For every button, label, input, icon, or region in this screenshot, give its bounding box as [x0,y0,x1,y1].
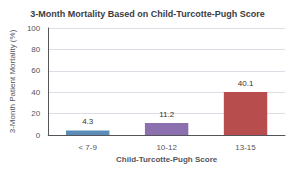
svg-text:4.3: 4.3 [82,117,94,126]
svg-text:Child-Turcotte-Pugh Score: Child-Turcotte-Pugh Score [116,155,218,164]
svg-text:10-12: 10-12 [156,143,177,152]
svg-text:3-Month Patient Mortality (%): 3-Month Patient Mortality (%) [8,29,17,133]
svg-text:13-15: 13-15 [235,143,256,152]
svg-text:0: 0 [36,131,41,140]
svg-text:40.1: 40.1 [238,79,254,88]
svg-text:3-Month Mortality Based on Chi: 3-Month Mortality Based on Child-Turcott… [30,9,264,19]
svg-text:20: 20 [31,109,40,118]
svg-text:11.2: 11.2 [159,110,175,119]
svg-text:100: 100 [27,24,41,33]
svg-text:80: 80 [31,45,40,54]
svg-text:40: 40 [31,88,40,97]
svg-text:< 7-9: < 7-9 [78,143,97,152]
svg-text:60: 60 [31,66,40,75]
